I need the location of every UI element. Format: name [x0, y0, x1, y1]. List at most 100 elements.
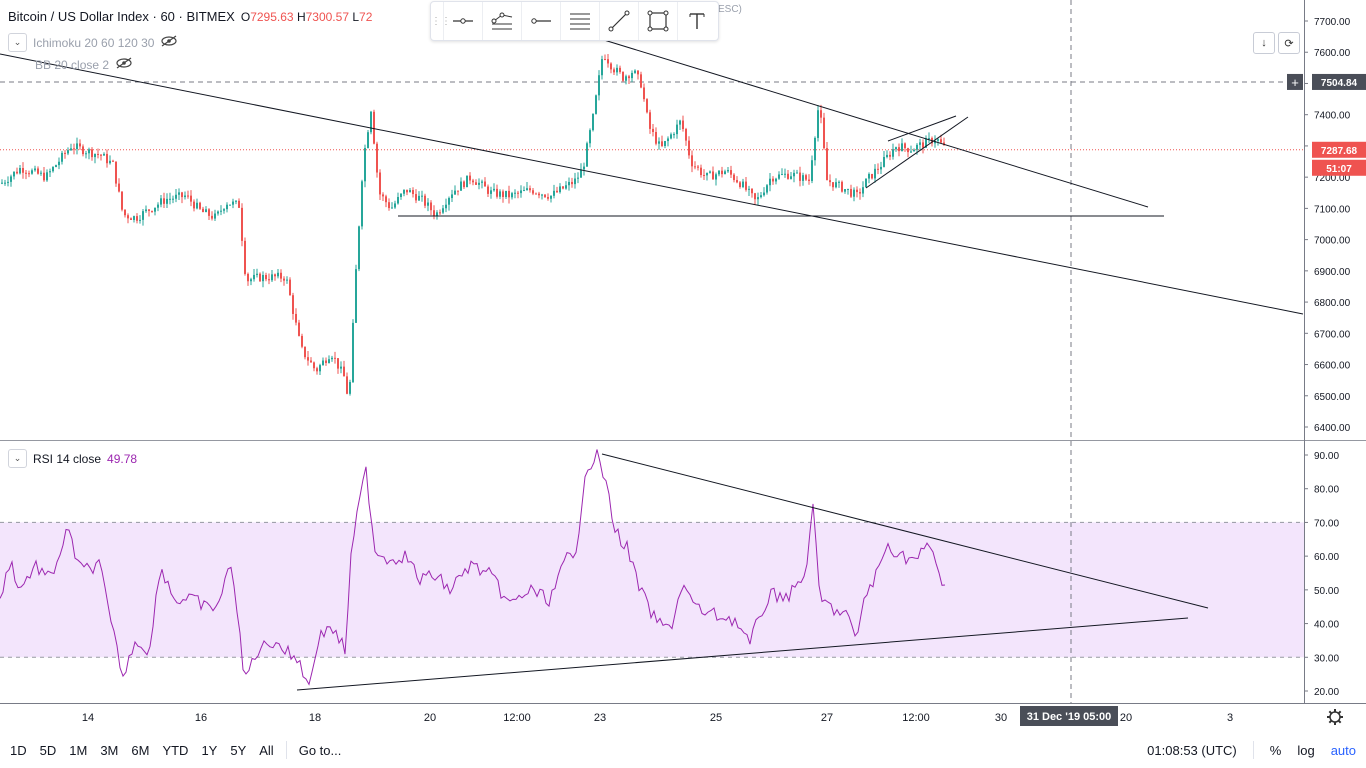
candle-body [55, 165, 57, 167]
candle-body [916, 144, 918, 150]
candle-body [271, 274, 273, 281]
refresh-icon[interactable]: ⟳ [1278, 32, 1300, 54]
time-tick-label: 25 [710, 712, 722, 724]
price-tick-label: 7000.00 [1314, 236, 1351, 247]
log-toggle[interactable]: log [1297, 742, 1315, 758]
range-ytd-button[interactable]: YTD [162, 742, 189, 758]
ray-tool-button[interactable] [521, 2, 560, 40]
candle-body [439, 212, 441, 214]
utc-clock[interactable]: 01:08:53 (UTC) [1147, 742, 1237, 758]
eye-off-icon[interactable] [160, 35, 178, 50]
rising-wedge-lower-line[interactable] [865, 116, 969, 189]
candle-body [64, 152, 66, 154]
indicator-ichimoku-label[interactable]: Ichimoku 20 60 120 30 [33, 35, 155, 50]
candle-body [901, 143, 903, 152]
range-5y-button[interactable]: 5Y [230, 742, 247, 758]
range-all-button[interactable]: All [259, 742, 274, 758]
goto-button[interactable]: Go to... [298, 742, 342, 758]
candle-body [391, 207, 393, 209]
candle-body [235, 200, 237, 202]
candle-body [724, 171, 726, 175]
candle-body [625, 76, 627, 81]
candle-body [778, 174, 780, 179]
candle-body [607, 59, 609, 64]
candle-body [799, 172, 801, 181]
candle-body [562, 186, 564, 189]
price-tick-label: 7100.00 [1314, 204, 1351, 215]
long-downtrend-line[interactable] [0, 53, 1304, 315]
candle-body [331, 357, 333, 360]
candle-body [643, 87, 645, 100]
candle-body [943, 142, 945, 146]
brush-tool-button[interactable] [599, 2, 638, 40]
upper-triangle-line[interactable] [603, 39, 1149, 208]
candle-body [136, 216, 138, 221]
candle-body [598, 75, 600, 96]
rsi-upper-trendline[interactable] [601, 453, 1209, 609]
range-1y-button[interactable]: 1Y [201, 742, 218, 758]
range-5d-button[interactable]: 5D [39, 742, 57, 758]
bottom-separator [285, 741, 287, 759]
candle-body [403, 189, 405, 194]
trend-line-style-button[interactable] [443, 2, 482, 40]
rectangle-tool-button[interactable] [638, 2, 677, 40]
eye-off-icon[interactable] [115, 57, 133, 72]
candle-body [109, 160, 111, 164]
candle-body [7, 181, 9, 183]
text-tool-button[interactable] [677, 2, 716, 40]
line-tool-button[interactable] [482, 2, 521, 40]
candle-body [889, 154, 891, 157]
candle-body [835, 182, 837, 188]
fib-tool-button[interactable] [560, 2, 599, 40]
rising-wedge-upper-line[interactable] [887, 115, 957, 142]
rsi-label[interactable]: RSI 14 close [33, 451, 102, 466]
candle-body [151, 210, 153, 212]
range-1d-button[interactable]: 1D [10, 742, 27, 758]
candle-body [376, 143, 378, 173]
candle-body [904, 143, 906, 149]
candle-body [886, 154, 888, 157]
candle-body [406, 189, 408, 193]
range-1m-button[interactable]: 1M [69, 742, 88, 758]
percent-toggle[interactable]: % [1269, 742, 1282, 758]
candle-body [661, 141, 663, 146]
symbol-title: Bitcoin / US Dollar Index · 60 · BITMEX [8, 9, 235, 24]
rsi-collapse-button[interactable]: ⌄ [8, 449, 27, 468]
candle-body [664, 141, 666, 146]
add-alert-icon[interactable] [1287, 73, 1303, 90]
candle-body [862, 187, 864, 194]
candle-body [148, 209, 150, 211]
rsi-lower-trendline[interactable] [296, 617, 1189, 691]
range-3m-button[interactable]: 3M [100, 742, 119, 758]
candle-body [460, 181, 462, 191]
candle-body [142, 211, 144, 220]
auto-toggle[interactable]: auto [1330, 742, 1356, 758]
candle-body [280, 272, 282, 279]
rsi-tick-label: 60.00 [1314, 552, 1339, 563]
candle-body [760, 195, 762, 198]
candle-body [91, 149, 93, 158]
drag-handle-icon[interactable]: ⋮⋮ [431, 15, 451, 27]
candle-body [736, 180, 738, 183]
price-tick-label: 6700.00 [1314, 329, 1351, 340]
candle-body [238, 200, 240, 208]
arrow-down-icon[interactable]: ↓ [1253, 32, 1275, 54]
range-buttons: 1D 5D 1M 3M 6M YTD 1Y 5Y All [10, 743, 274, 758]
legend-collapse-button[interactable]: ⌄ [8, 33, 27, 52]
rsi-legend: ⌄ RSI 14 close 49.78 [8, 449, 137, 468]
settings-gear-icon[interactable] [1327, 709, 1343, 725]
candle-body [139, 219, 141, 221]
candle-body [709, 171, 711, 173]
candle-body [430, 202, 432, 211]
candle-body [31, 170, 33, 174]
candle-body [919, 142, 921, 145]
trend-line-icon [453, 18, 473, 24]
indicator-bb-label[interactable]: BB 20 close 2 [35, 57, 110, 72]
candle-body [499, 191, 501, 197]
candle-body [595, 95, 597, 114]
candle-body [613, 69, 615, 73]
crosshair-time-label-bg [1020, 706, 1118, 726]
bottom-right-controls: 01:08:53 (UTC) % log auto [1147, 741, 1356, 759]
range-6m-button[interactable]: 6M [131, 742, 150, 758]
